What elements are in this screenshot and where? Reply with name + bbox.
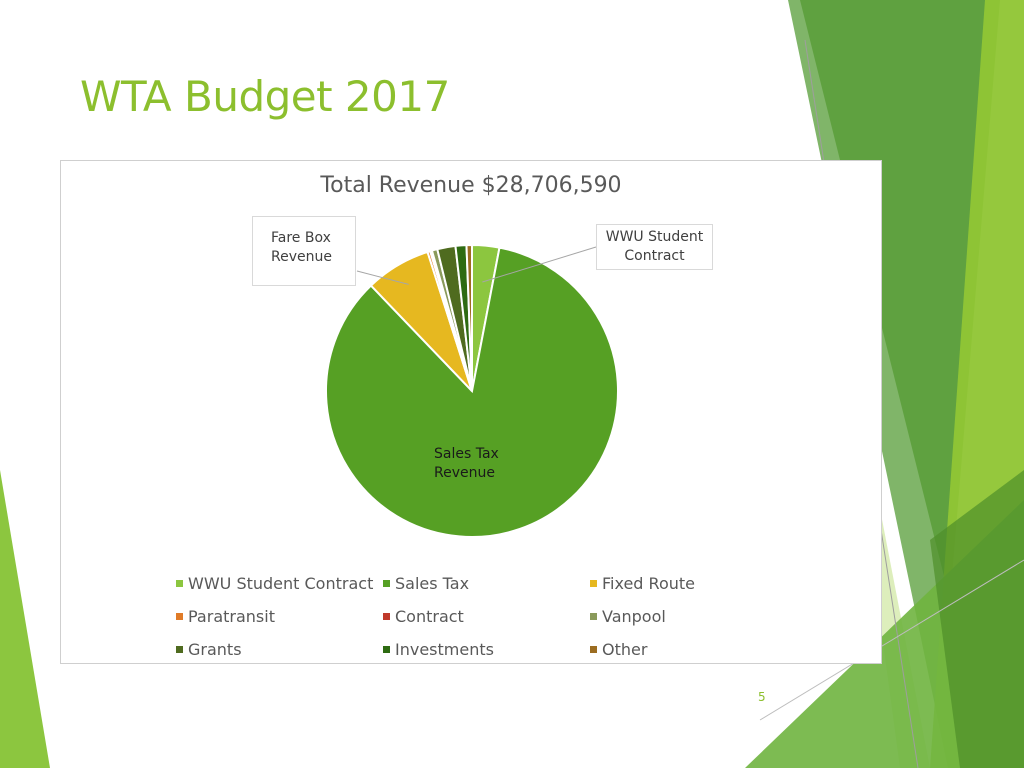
legend-label: Grants	[188, 639, 242, 659]
pie-slice-other	[465, 243, 473, 392]
fare-box-callout-line2: Revenue	[271, 249, 332, 265]
legend-item-vanpool: Vanpool	[590, 606, 736, 626]
pie-slice-sales-tax	[325, 246, 619, 538]
legend-swatch	[176, 645, 183, 653]
wwu-callout-line1: WWU Student	[605, 229, 704, 245]
left-green-sliver	[0, 470, 50, 768]
legend-swatch	[383, 579, 390, 587]
legend-label: Paratransit	[188, 606, 275, 626]
decor-thin-line-2	[759, 559, 1024, 721]
chart-legend: WWU Student Contract Sales Tax Fixed Route…	[176, 573, 736, 659]
wwu-leader-line	[482, 246, 597, 283]
sales-tax-callout-line2: Revenue	[434, 465, 495, 481]
bottom-right-dark-triangle	[930, 470, 1024, 768]
legend-swatch	[383, 612, 390, 620]
legend-label: Other	[602, 639, 648, 659]
legend-swatch	[176, 579, 183, 587]
legend-item-paratransit: Paratransit	[176, 606, 383, 626]
legend-swatch	[590, 579, 597, 587]
legend-label: Contract	[395, 606, 464, 626]
legend-label: Fixed Route	[602, 573, 695, 593]
fare-box-leader-line	[356, 270, 409, 285]
legend-swatch	[590, 645, 597, 653]
legend-item-other: Other	[590, 639, 736, 659]
legend-item-fixed-route: Fixed Route	[590, 573, 736, 593]
legend-item-grants: Grants	[176, 639, 383, 659]
legend-label: Sales Tax	[395, 573, 470, 593]
legend-swatch	[590, 612, 597, 620]
legend-label: Vanpool	[602, 606, 666, 626]
legend-label: Investments	[395, 639, 494, 659]
legend-item-contract: Contract	[383, 606, 590, 626]
legend-swatch	[176, 612, 183, 620]
page-number: 5	[758, 690, 766, 704]
fare-box-callout: Fare Box Revenue	[252, 216, 356, 286]
wwu-callout: WWU Student Contract	[596, 224, 713, 270]
legend-swatch	[383, 645, 390, 653]
wwu-callout-line2: Contract	[624, 248, 685, 264]
sales-tax-callout-line1: Sales Tax	[434, 446, 499, 462]
legend-item-investments: Investments	[383, 639, 590, 659]
legend-item-wwu-student-contract: WWU Student Contract	[176, 573, 383, 593]
legend-item-sales-tax: Sales Tax	[383, 573, 590, 593]
slide-title: WTA Budget 2017	[80, 72, 450, 121]
sales-tax-callout: Sales Tax Revenue	[434, 445, 499, 483]
legend-label: WWU Student Contract	[188, 573, 374, 593]
fare-box-callout-line1: Fare Box	[271, 230, 331, 246]
chart-title: Total Revenue $28,706,590	[320, 173, 622, 198]
pie-chart	[325, 243, 619, 538]
chart-frame: Total Revenue $28,706,590 Fare Box Reven…	[60, 160, 882, 664]
right-mid-strip	[800, 0, 1000, 600]
